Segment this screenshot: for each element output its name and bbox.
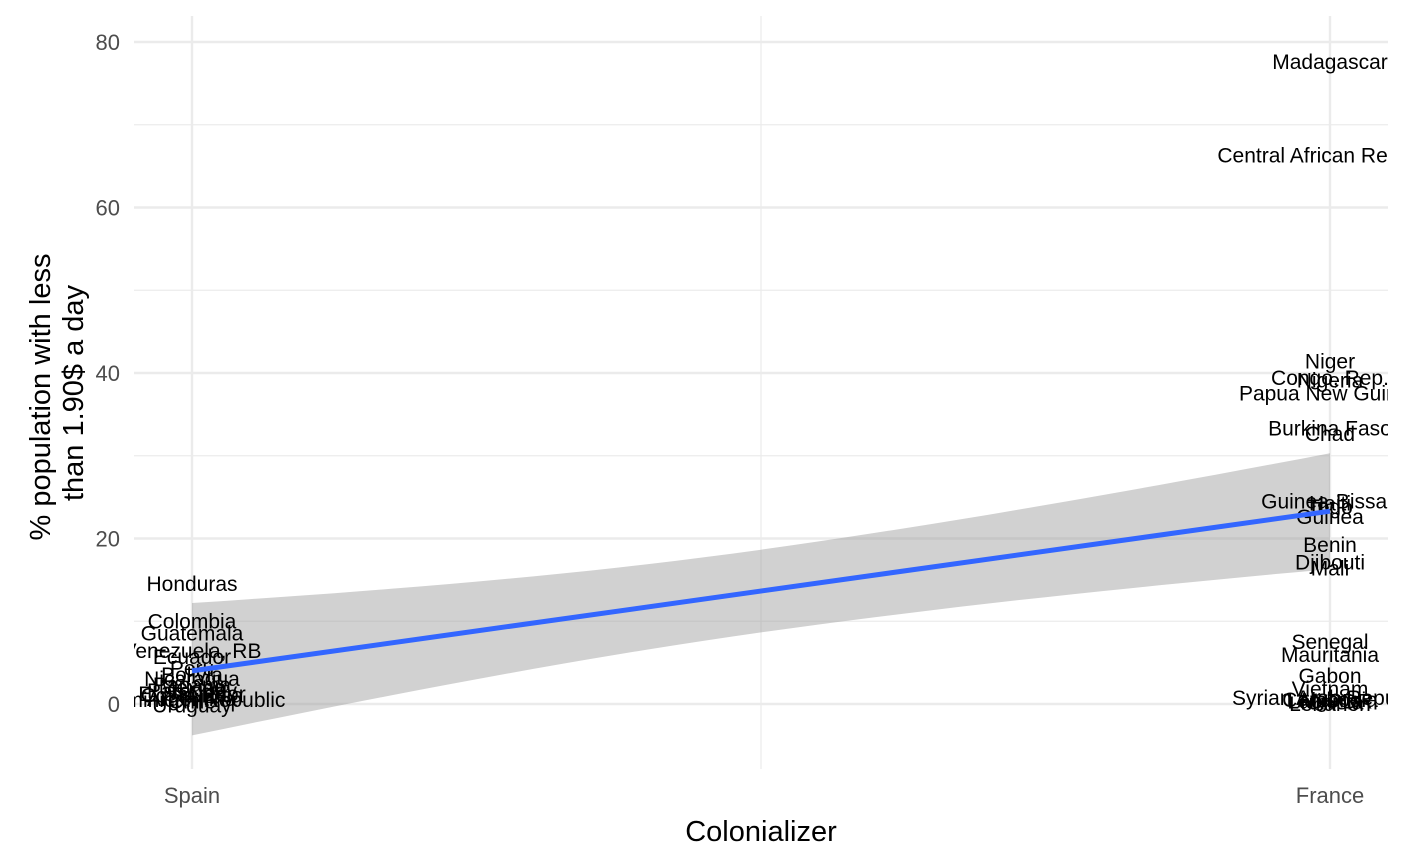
country-label: Costa Rica [141, 685, 244, 708]
country-label: Congo, Rep. [1271, 367, 1389, 390]
y-axis-title-line-2: than 1.90$ a day [58, 284, 90, 501]
country-label: Guatemala [141, 623, 244, 646]
country-label: Venezuela, RB [123, 640, 262, 663]
country-label: Haiti [1309, 493, 1351, 516]
country-label: Madagascar [1272, 51, 1388, 74]
confidence-ribbon [192, 453, 1330, 736]
gridlines [134, 16, 1388, 769]
country-label: Argentina [147, 688, 237, 711]
country-label: Guinea-Bissau [1261, 490, 1399, 513]
confidence-band [192, 453, 1330, 736]
fit-line [191, 508, 1331, 674]
country-label: El Salvador [138, 683, 245, 706]
country-label: Guinea [1296, 506, 1364, 529]
y-tick-label: 20 [96, 527, 120, 552]
country-label: Papua New Guinea [1239, 383, 1404, 406]
x-tick-label: France [1296, 783, 1364, 808]
y-axis-ticks: 0 20 40 60 80 [96, 30, 120, 717]
country-label: Tunisia [1297, 691, 1364, 714]
country-label: Nicaragua [144, 668, 240, 691]
country-label: Lao PDR [1287, 691, 1372, 714]
country-label: Niger [1305, 350, 1355, 373]
y-tick-label: 40 [96, 361, 120, 386]
country-label: Mali [1311, 557, 1350, 580]
country-label: Dominican Republic [99, 689, 286, 712]
country-label: Uruguay [152, 695, 232, 718]
country-label: Colombia [148, 610, 237, 633]
country-label: Senegal [1291, 631, 1368, 654]
country-label: Lebanon [1289, 693, 1371, 716]
country-label: Chad [1305, 423, 1355, 446]
country-label: Chile [168, 691, 216, 714]
country-label: Panama [153, 674, 232, 697]
country-label: Honduras [146, 573, 237, 596]
country-label: Mauritania [1281, 644, 1379, 667]
country-label: Algeria [1297, 690, 1363, 713]
country-label: Djibouti [1295, 551, 1365, 574]
y-axis-title: % population with less than 1.90$ a day [25, 245, 90, 540]
country-label: Burkina Faso [1268, 417, 1392, 440]
country-label: Nigeria [1297, 369, 1364, 392]
country-label: Paraguay [147, 680, 237, 703]
x-tick-label: Spain [164, 783, 220, 808]
y-tick-label: 60 [96, 196, 120, 221]
country-label: Central African Republic [1217, 144, 1404, 167]
y-axis-title-line-1: % population with less [25, 254, 57, 541]
fit-line-layer [191, 508, 1331, 674]
country-label: Vietnam [1292, 678, 1369, 701]
y-tick-label: 0 [108, 692, 120, 717]
country-label: Benin [1303, 534, 1357, 557]
country-label: Mexico [159, 676, 226, 699]
country-label: Ecuador [153, 646, 231, 669]
country-label: Cambodia [1282, 689, 1378, 712]
country-label: Gabon [1298, 665, 1361, 688]
y-tick-label: 80 [96, 30, 120, 55]
x-axis-ticks: Spain France [164, 783, 1364, 808]
x-axis-title: Colonializer [685, 816, 837, 848]
country-label: Syrian Arab Republic [1232, 687, 1404, 710]
